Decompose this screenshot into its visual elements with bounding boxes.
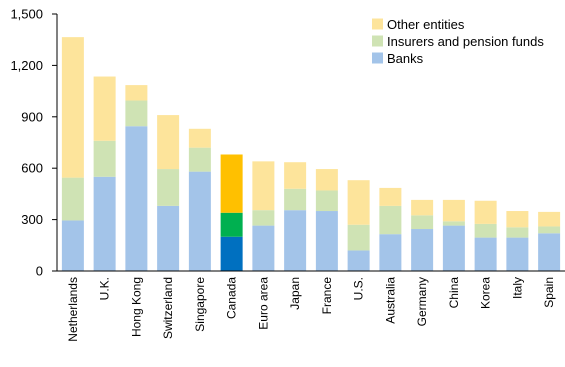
bar-japan-other-entities bbox=[284, 162, 307, 189]
y-tick-label-900: 900 bbox=[21, 109, 43, 124]
legend: Other entities Insurers and pension funds… bbox=[372, 17, 544, 66]
x-tick-label-france: France bbox=[320, 277, 334, 315]
bar-japan-insurers-and-pension-funds bbox=[284, 188, 307, 211]
bar-australia-banks bbox=[379, 234, 402, 271]
bar-singapore-other-entities bbox=[188, 128, 211, 148]
bar-euro-area-other-entities bbox=[252, 161, 275, 211]
x-tick-label-korea: Korea bbox=[479, 277, 493, 309]
bar-netherlands-banks bbox=[61, 220, 84, 271]
bar-canada-other-entities bbox=[220, 154, 243, 213]
bars-layer bbox=[61, 37, 561, 272]
bar-switzerland-insurers-and-pension-funds bbox=[157, 169, 180, 206]
x-tick-label-singapore: Singapore bbox=[193, 277, 207, 332]
x-tick-label-euro-area: Euro area bbox=[256, 277, 270, 330]
bar-china-other-entities bbox=[442, 199, 465, 222]
bar-u-k-other-entities bbox=[93, 76, 116, 141]
bar-switzerland-other-entities bbox=[157, 115, 180, 170]
x-tick-label-germany: Germany bbox=[415, 277, 429, 326]
x-tick-label-spain: Spain bbox=[542, 277, 556, 308]
bar-italy-insurers-and-pension-funds bbox=[506, 227, 529, 238]
x-tick-label-australia: Australia bbox=[383, 277, 397, 324]
x-tick-label-netherlands: Netherlands bbox=[66, 277, 80, 342]
y-tick-label-1500: 1,500 bbox=[10, 7, 43, 22]
bar-korea-other-entities bbox=[474, 200, 497, 224]
bar-china-banks bbox=[442, 225, 465, 271]
y-tick-label-0: 0 bbox=[36, 264, 43, 279]
bar-australia-other-entities bbox=[379, 187, 402, 206]
x-tick-label-u-k: U.K. bbox=[98, 277, 112, 300]
bar-singapore-insurers-and-pension-funds bbox=[188, 147, 211, 172]
x-tick-label-switzerland: Switzerland bbox=[161, 277, 175, 339]
x-tick-label-italy: Italy bbox=[510, 277, 524, 299]
bar-canada-banks bbox=[220, 236, 243, 271]
y-tick-label-1200: 1,200 bbox=[10, 58, 43, 73]
bar-spain-banks bbox=[538, 233, 561, 271]
bar-singapore-banks bbox=[188, 171, 211, 271]
bar-australia-insurers-and-pension-funds bbox=[379, 205, 402, 235]
bar-canada-insurers-and-pension-funds bbox=[220, 212, 243, 237]
bar-france-banks bbox=[315, 211, 338, 271]
bar-hong-kong-other-entities bbox=[125, 85, 148, 101]
legend-label-banks: Banks bbox=[387, 51, 424, 66]
bar-u-s-banks bbox=[347, 250, 370, 271]
bar-korea-banks bbox=[474, 237, 497, 271]
bar-netherlands-other-entities bbox=[61, 37, 84, 178]
bar-japan-banks bbox=[284, 210, 307, 271]
legend-label-insurers-and-pension-funds: Insurers and pension funds bbox=[387, 34, 544, 49]
x-tick-label-u-s: U.S. bbox=[352, 277, 366, 300]
x-tick-label-japan: Japan bbox=[288, 277, 302, 310]
bar-spain-insurers-and-pension-funds bbox=[538, 226, 561, 234]
bar-italy-banks bbox=[506, 237, 529, 271]
legend-swatch-insurers-and-pension-funds bbox=[372, 35, 383, 47]
bar-spain-other-entities bbox=[538, 211, 561, 227]
y-tick-label-300: 300 bbox=[21, 212, 43, 227]
x-tick-label-china: China bbox=[447, 277, 461, 309]
legend-swatch-banks bbox=[372, 52, 383, 64]
bar-hong-kong-banks bbox=[125, 126, 148, 272]
bar-china-insurers-and-pension-funds bbox=[442, 221, 465, 226]
x-tick-label-canada: Canada bbox=[225, 277, 239, 319]
bar-france-insurers-and-pension-funds bbox=[315, 190, 338, 212]
bar-korea-insurers-and-pension-funds bbox=[474, 223, 497, 238]
axes-layer: Netherlands U.K. Hong Kong Switzerland Singa… bbox=[10, 7, 565, 342]
y-tick-label-600: 600 bbox=[21, 161, 43, 176]
bar-netherlands-insurers-and-pension-funds bbox=[61, 177, 84, 221]
bar-hong-kong-insurers-and-pension-funds bbox=[125, 100, 148, 127]
legend-swatch-other-entities bbox=[372, 18, 383, 30]
bar-euro-area-banks bbox=[252, 225, 275, 271]
bar-u-k-insurers-and-pension-funds bbox=[93, 140, 116, 177]
bar-germany-other-entities bbox=[411, 199, 434, 216]
bar-france-other-entities bbox=[315, 169, 338, 191]
bar-germany-banks bbox=[411, 229, 434, 271]
bar-euro-area-insurers-and-pension-funds bbox=[252, 210, 275, 226]
bar-italy-other-entities bbox=[506, 211, 529, 228]
bar-u-s-insurers-and-pension-funds bbox=[347, 224, 370, 251]
bar-switzerland-banks bbox=[157, 205, 180, 271]
x-tick-label-hong-kong: Hong Kong bbox=[129, 277, 143, 337]
bar-germany-insurers-and-pension-funds bbox=[411, 215, 434, 230]
legend-label-other-entities: Other entities bbox=[387, 17, 465, 32]
bar-u-k-banks bbox=[93, 176, 116, 271]
bar-u-s-other-entities bbox=[347, 180, 370, 225]
